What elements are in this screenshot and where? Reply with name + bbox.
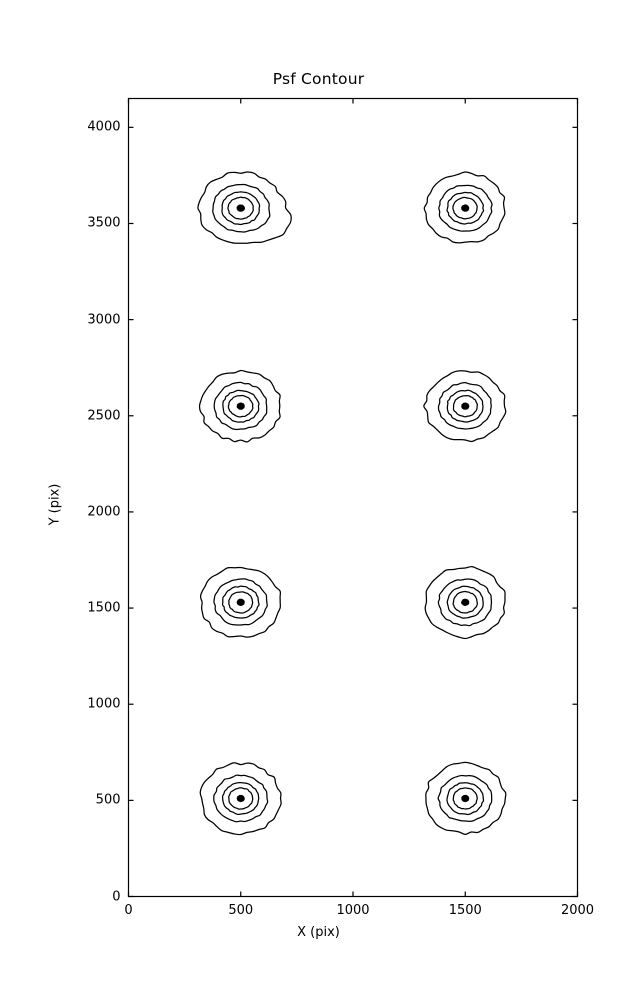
contour-level-4 xyxy=(236,402,245,410)
axes-border xyxy=(127,97,579,898)
x-tick-label: 0 xyxy=(124,902,133,918)
contour-level-3 xyxy=(452,590,478,614)
contour-level-4 xyxy=(236,598,245,607)
contour-level-4 xyxy=(461,204,470,212)
contour-level-2 xyxy=(221,191,261,226)
contour-level-1 xyxy=(213,578,268,626)
y-tick-label: 4000 xyxy=(87,119,121,135)
contour-level-0 xyxy=(199,566,282,638)
contour-level-2 xyxy=(221,781,260,816)
contour-source xyxy=(425,761,507,836)
y-tick-label: 3000 xyxy=(87,312,121,328)
x-tick-label: 2000 xyxy=(560,902,595,918)
page-title: Psf Contour xyxy=(272,70,365,88)
contour-level-2 xyxy=(446,389,484,423)
contour-level-1 xyxy=(438,184,493,232)
contour-level-0 xyxy=(423,171,506,244)
y-tick-label: 1000 xyxy=(87,696,121,712)
contour-level-3 xyxy=(227,196,254,220)
contour-level-1 xyxy=(437,381,492,430)
contour-level-0 xyxy=(199,762,282,836)
contour-level-0 xyxy=(198,369,281,443)
contour-level-0 xyxy=(425,761,507,836)
contour-group xyxy=(197,171,507,836)
contour-source xyxy=(198,369,281,443)
x-axis-label: X (pix) xyxy=(297,925,340,940)
contour-level-0 xyxy=(423,370,507,443)
contour-level-4 xyxy=(461,794,470,803)
contour-level-4 xyxy=(236,204,246,212)
contour-source xyxy=(199,566,282,638)
contour-level-2 xyxy=(446,585,484,619)
contour-level-2 xyxy=(446,782,485,816)
contour-level-3 xyxy=(227,394,254,418)
contour-level-4 xyxy=(461,402,470,410)
y-axis-label: Y (pix) xyxy=(47,483,63,526)
contour-level-4 xyxy=(236,794,245,803)
y-tick-label: 1500 xyxy=(87,600,121,616)
y-tick-label: 500 xyxy=(95,792,121,808)
plot-frame xyxy=(127,97,579,898)
contour-level-1 xyxy=(212,183,271,233)
contour-level-3 xyxy=(228,787,254,810)
x-tick-label: 1500 xyxy=(448,902,482,918)
y-tick-label: 0 xyxy=(112,889,121,904)
contour-level-3 xyxy=(452,196,478,220)
x-tick-label: 1000 xyxy=(336,902,370,918)
contour-level-2 xyxy=(221,585,260,619)
contour-level-4 xyxy=(461,598,470,607)
contour-level-1 xyxy=(213,381,268,431)
axis-ticks xyxy=(127,98,579,898)
contour-level-1 xyxy=(437,774,493,822)
contour-level-1 xyxy=(213,774,269,823)
y-tick-label: 2000 xyxy=(87,504,121,520)
y-tick-label: 3500 xyxy=(87,215,121,231)
contour-level-0 xyxy=(424,566,506,640)
y-tick-label: 2500 xyxy=(87,408,121,424)
contour-level-2 xyxy=(446,191,485,225)
contour-level-3 xyxy=(452,394,479,418)
contour-source xyxy=(197,171,292,244)
contour-source xyxy=(423,171,506,244)
contour-level-2 xyxy=(222,389,260,423)
contour-level-3 xyxy=(228,591,254,614)
contour-level-3 xyxy=(452,787,478,810)
contour-level-0 xyxy=(197,171,292,244)
contour-source xyxy=(423,370,507,443)
contour-level-1 xyxy=(437,578,493,627)
contour-source xyxy=(424,566,506,640)
contour-source xyxy=(199,762,282,836)
x-tick-label: 500 xyxy=(228,902,254,918)
